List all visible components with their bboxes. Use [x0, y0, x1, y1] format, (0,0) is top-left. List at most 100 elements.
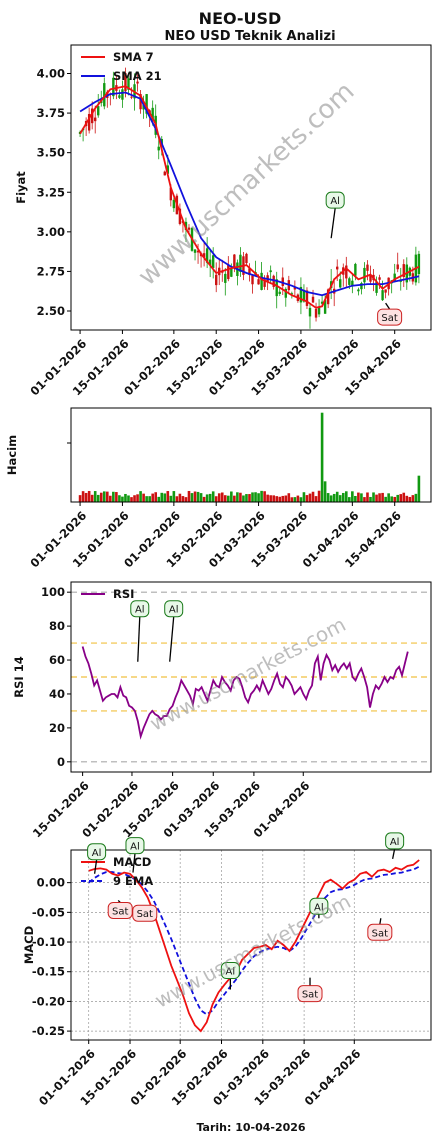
- rsi-signal-al-badge: [164, 600, 184, 618]
- macd-frame: [70, 849, 432, 1041]
- volume-bar: [230, 491, 233, 502]
- price-signal-al-badge-label: Al: [330, 196, 340, 207]
- price-candle-body: [326, 289, 330, 305]
- macd-ytick-label: -0.25: [32, 1024, 65, 1038]
- volume-bar: [130, 497, 133, 502]
- price-signal-sat-badge-label: Sat: [381, 313, 397, 324]
- volume-bar: [360, 493, 363, 502]
- rsi-signal-al-badge: [130, 600, 150, 618]
- volume-bar: [296, 495, 300, 502]
- volume-bar: [202, 496, 206, 502]
- volume-bar: [151, 493, 154, 502]
- price-candle-body: [239, 254, 242, 272]
- volume-bar: [208, 493, 212, 502]
- price-candle-body: [184, 221, 188, 231]
- price-candle-body: [172, 199, 176, 209]
- volume-bar: [408, 496, 412, 502]
- volume-bar: [317, 490, 321, 502]
- price-candle-body: [97, 106, 100, 116]
- price-candle-body: [317, 306, 321, 315]
- figure-title: NEO-USD: [199, 9, 282, 28]
- macd-signal-line: [88, 865, 420, 1016]
- volume-bar: [341, 492, 345, 502]
- macd-signal-al-badge: [87, 843, 107, 861]
- volume-bar: [384, 496, 387, 502]
- volume-bar: [169, 495, 173, 502]
- price-candle-body: [224, 273, 227, 283]
- price-candle-body: [375, 281, 378, 293]
- price-candle-body: [369, 275, 372, 282]
- macd-signal-sat-badge: [297, 985, 323, 1003]
- price-candle-body: [269, 270, 272, 273]
- volume-bar: [106, 491, 109, 502]
- price-candle-body: [263, 279, 266, 287]
- price-ytick-label: 2.75: [37, 264, 65, 278]
- price-ytick-label: 3.75: [37, 106, 65, 120]
- volume-bar: [102, 491, 106, 502]
- rsi-signal-al-badge-label: Al: [135, 605, 145, 616]
- price-signal-sat-arrow: [385, 302, 391, 310]
- price-candle-body: [281, 277, 284, 287]
- macd-ytick-label: 0.00: [37, 876, 65, 890]
- volume-bar: [239, 492, 242, 502]
- volume-bar: [254, 492, 257, 502]
- volume-bar: [166, 491, 170, 502]
- volume-bar: [354, 495, 357, 502]
- price-candle-body: [130, 96, 133, 98]
- volume-bar: [223, 495, 227, 502]
- volume-bar: [366, 492, 369, 502]
- price-signal-al-arrow: [330, 208, 336, 239]
- price-candle-body: [208, 259, 212, 266]
- volume-bar: [257, 493, 260, 502]
- price-candle-body: [314, 308, 318, 318]
- macd-signal-sat-badge-label: Sat: [137, 909, 153, 920]
- rsi-ytick-label: 60: [49, 653, 65, 667]
- volume-bar: [81, 491, 85, 502]
- price-ytick-label: 4.00: [37, 67, 65, 81]
- macd-signal-al-badge-label: Al: [314, 902, 324, 913]
- volume-bar: [263, 491, 266, 502]
- volume-bar: [351, 491, 354, 502]
- volume-bar: [157, 496, 161, 502]
- volume-bar: [338, 495, 342, 502]
- price-candle-body: [87, 113, 91, 131]
- volume-bar: [211, 491, 215, 502]
- price-candle-body: [215, 274, 218, 286]
- sma21-line: [79, 91, 420, 297]
- macd-signal-al-badge-label: Al: [390, 837, 400, 848]
- price-candle-body: [284, 288, 287, 298]
- price-candle-body: [163, 171, 166, 176]
- volume-bar: [329, 495, 333, 502]
- volume-bar: [163, 493, 167, 502]
- volume-bar: [242, 495, 245, 502]
- volume-bar: [390, 496, 393, 502]
- price-candle-body: [272, 275, 275, 287]
- macd-ytick-label: -0.05: [32, 905, 65, 919]
- volume-bar: [393, 496, 396, 502]
- volume-bar: [402, 492, 406, 502]
- volume-bar: [196, 491, 200, 502]
- volume-bar: [175, 496, 179, 502]
- price-candle-body: [169, 187, 173, 201]
- price-candle-body: [193, 249, 197, 253]
- volume-bar: [109, 495, 112, 502]
- price-candle-body: [121, 89, 124, 100]
- volume-bar: [308, 493, 312, 502]
- price-candle-body: [157, 146, 160, 151]
- macd-signal-al-badge-label: Al: [226, 967, 236, 978]
- volume-bar: [344, 491, 348, 502]
- watermark-macd: www.uscmarkets.com: [151, 889, 355, 1013]
- macd-signal-sat-badge-label: Sat: [372, 928, 388, 939]
- volume-bar: [302, 492, 306, 502]
- price-candle-body: [308, 307, 312, 317]
- volume-frame: [70, 407, 432, 503]
- macd-signal-al-arrow: [392, 848, 396, 860]
- rsi-ytick-label: 0: [57, 755, 65, 769]
- price-candle-body: [348, 278, 351, 285]
- price-candle-body: [248, 268, 251, 276]
- volume-bar: [233, 495, 236, 502]
- volume-bar: [154, 492, 158, 502]
- volume-bar: [290, 497, 294, 502]
- volume-bar: [414, 493, 418, 502]
- volume-bar: [124, 493, 127, 502]
